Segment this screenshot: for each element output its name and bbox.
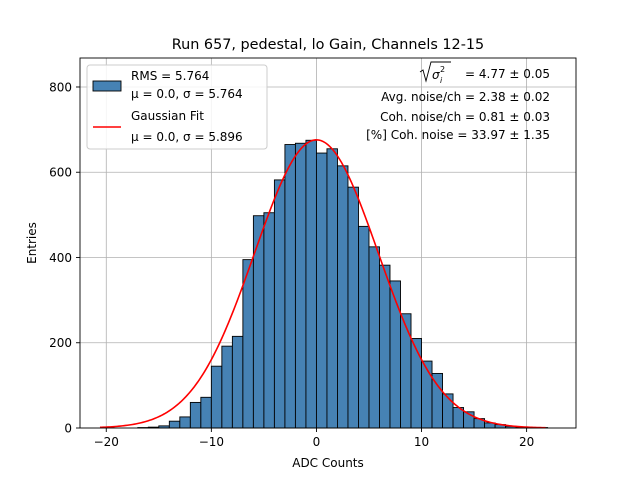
gaussian-fit-line (99, 139, 546, 429)
histogram-bar (210, 365, 223, 429)
legend-entry-rms: RMS = 5.764 (131, 69, 209, 83)
x-tick-label: −20 (94, 435, 119, 449)
y-axis-label: Entries (25, 222, 39, 264)
histogram-bar (221, 345, 233, 429)
noise-annotations: σ 2 i = 4.77 ± 0.05 Avg. noise/ch = 2.38… (366, 61, 550, 142)
histogram-bar (389, 280, 401, 429)
y-tick-label: 200 (49, 336, 72, 350)
legend-entry-rms-params: μ = 0.0, σ = 5.764 (131, 87, 243, 101)
x-tick-label: −10 (199, 435, 224, 449)
x-axis-ticks: −20 −10 0 10 20 (94, 428, 534, 449)
y-tick-label: 400 (49, 251, 72, 265)
x-axis-label: ADC Counts (292, 456, 364, 470)
annotation-coh-noise: Coh. noise/ch = 0.81 ± 0.03 (380, 110, 550, 124)
y-tick-label: 800 (49, 80, 72, 94)
histogram-bar (400, 313, 412, 429)
legend: RMS = 5.764 μ = 0.0, σ = 5.764 Gaussian … (86, 64, 268, 150)
histogram-bar (379, 264, 391, 429)
histogram-bar (315, 152, 328, 429)
histogram-bar (442, 393, 454, 429)
y-tick-label: 0 (64, 422, 72, 436)
annotation-coh-noise-percent: [%] Coh. noise = 33.97 ± 1.35 (366, 128, 550, 142)
sqrt-sigma-symbol: σ 2 i (419, 61, 451, 85)
x-tick-label: 0 (313, 435, 321, 449)
annotation-avg-noise: Avg. noise/ch = 2.38 ± 0.02 (381, 90, 550, 104)
histogram-bar (242, 259, 254, 429)
legend-entry-fit: Gaussian Fit (131, 109, 204, 123)
svg-text:2: 2 (440, 65, 445, 74)
histogram-bar (421, 360, 433, 429)
plot-frame (79, 57, 577, 429)
histogram-bar (263, 212, 275, 429)
svg-text:σ: σ (432, 68, 440, 82)
histogram-bar (358, 225, 370, 429)
histogram-bar (337, 165, 349, 429)
svg-text:i: i (440, 76, 443, 85)
annotation-sqrt-sigma-value: = 4.77 ± 0.05 (465, 67, 550, 81)
histogram-bar (189, 401, 202, 429)
histogram-bar (368, 246, 380, 429)
legend-entry-fit-params: μ = 0.0, σ = 5.896 (131, 130, 243, 144)
y-tick-label: 600 (49, 166, 72, 180)
histogram-bar (231, 335, 244, 429)
histogram-bar (347, 186, 359, 429)
legend-swatch-histogram (92, 80, 122, 92)
histogram-bar (273, 179, 286, 429)
histogram-bar (294, 142, 307, 429)
histogram-bar (305, 139, 317, 429)
legend-box (86, 64, 268, 150)
histogram-bar (431, 372, 443, 429)
x-tick-label: 20 (519, 435, 534, 449)
histogram-bar (179, 416, 191, 429)
chart-title: Run 657, pedestal, lo Gain, Channels 12-… (172, 37, 484, 53)
x-tick-label: 10 (414, 435, 429, 449)
y-axis-ticks: 0 200 400 600 800 (49, 80, 80, 436)
histogram-bar (284, 144, 296, 429)
histogram-bar (326, 148, 338, 429)
histogram-bar (168, 420, 181, 429)
histogram-bar (410, 338, 422, 429)
histogram-bar (252, 215, 265, 429)
histogram-bar (200, 396, 212, 429)
